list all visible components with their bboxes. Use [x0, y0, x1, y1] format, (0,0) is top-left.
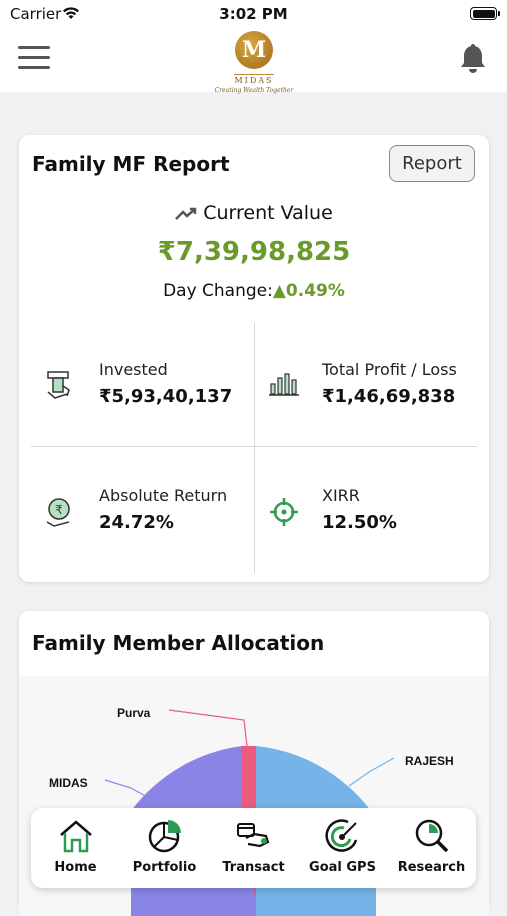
divider-vertical [254, 323, 255, 573]
day-change-label: Day Change: [163, 281, 273, 301]
pie-label-purva: Purva [117, 706, 151, 720]
card-title: Family Member Allocation [32, 631, 325, 655]
goal-gps-icon [298, 818, 387, 854]
app-header: M MIDAS Creating Wealth Together [0, 30, 507, 94]
report-button[interactable]: Report [389, 145, 475, 182]
battery-icon [470, 7, 500, 20]
wifi-icon [62, 5, 80, 24]
invested-label: Invested [99, 360, 168, 379]
xirr-label: XIRR [322, 486, 360, 505]
leader-purva [168, 709, 248, 747]
research-icon [387, 818, 476, 854]
current-value-label: Current Value [203, 202, 333, 224]
invested-value: ₹5,93,40,137 [99, 386, 233, 407]
svg-text:₹: ₹ [55, 503, 63, 517]
family-mf-report-card: Family MF Report Report Current Value ₹7… [19, 135, 489, 582]
invested-icon [45, 370, 73, 406]
bell-icon[interactable] [458, 42, 488, 78]
current-value-amount: ₹7,39,98,825 [157, 237, 351, 267]
nav-goal-gps-label: Goal GPS [309, 860, 376, 875]
day-change: Day Change:▲0.49% [19, 281, 489, 301]
card-title: Family MF Report [32, 152, 230, 176]
home-icon [31, 818, 120, 854]
bottom-nav: Home Portfolio Transact Goal GPS Researc… [31, 808, 476, 888]
nav-home-label: Home [54, 860, 97, 875]
carrier-label: Carrier [10, 5, 62, 23]
current-value-row: Current Value [19, 202, 489, 224]
nav-portfolio[interactable]: Portfolio [120, 818, 209, 875]
nav-research[interactable]: Research [387, 818, 476, 875]
pie-chart-icon [120, 818, 209, 854]
nav-research-label: Research [397, 860, 466, 875]
leader-rajesh [348, 757, 395, 787]
midas-logo: M MIDAS Creating Wealth Together [212, 30, 296, 94]
day-change-value: ▲0.49% [272, 281, 345, 301]
nav-transact[interactable]: Transact [209, 818, 298, 875]
absolute-return-label: Absolute Return [99, 486, 228, 505]
logo-tagline: Creating Wealth Together [214, 87, 294, 94]
bar-chart-icon [268, 370, 300, 402]
nav-transact-label: Transact [222, 860, 285, 875]
target-icon [268, 496, 300, 532]
nav-home[interactable]: Home [31, 818, 120, 875]
pie-label-rajesh: RAJESH [405, 754, 454, 768]
profit-loss-label: Total Profit / Loss [322, 360, 457, 379]
trend-icon [175, 207, 197, 220]
clock: 3:02 PM [219, 5, 288, 23]
absolute-return-value: 24.72% [99, 512, 174, 533]
pie-label-midas: MIDAS [49, 776, 88, 790]
logo-coin: M [235, 31, 273, 69]
rupee-coin-icon: ₹ [45, 496, 75, 532]
leader-midas [104, 779, 150, 799]
nav-portfolio-label: Portfolio [132, 860, 197, 875]
xirr-value: 12.50% [322, 512, 397, 533]
nav-goal-gps[interactable]: Goal GPS [298, 818, 387, 875]
profit-loss-value: ₹1,46,69,838 [322, 386, 456, 407]
menu-icon[interactable] [18, 46, 50, 72]
transact-icon [209, 818, 298, 854]
divider-horizontal [31, 446, 477, 447]
status-bar: Carrier 3:02 PM [0, 0, 507, 30]
logo-brand: MIDAS [234, 74, 274, 85]
